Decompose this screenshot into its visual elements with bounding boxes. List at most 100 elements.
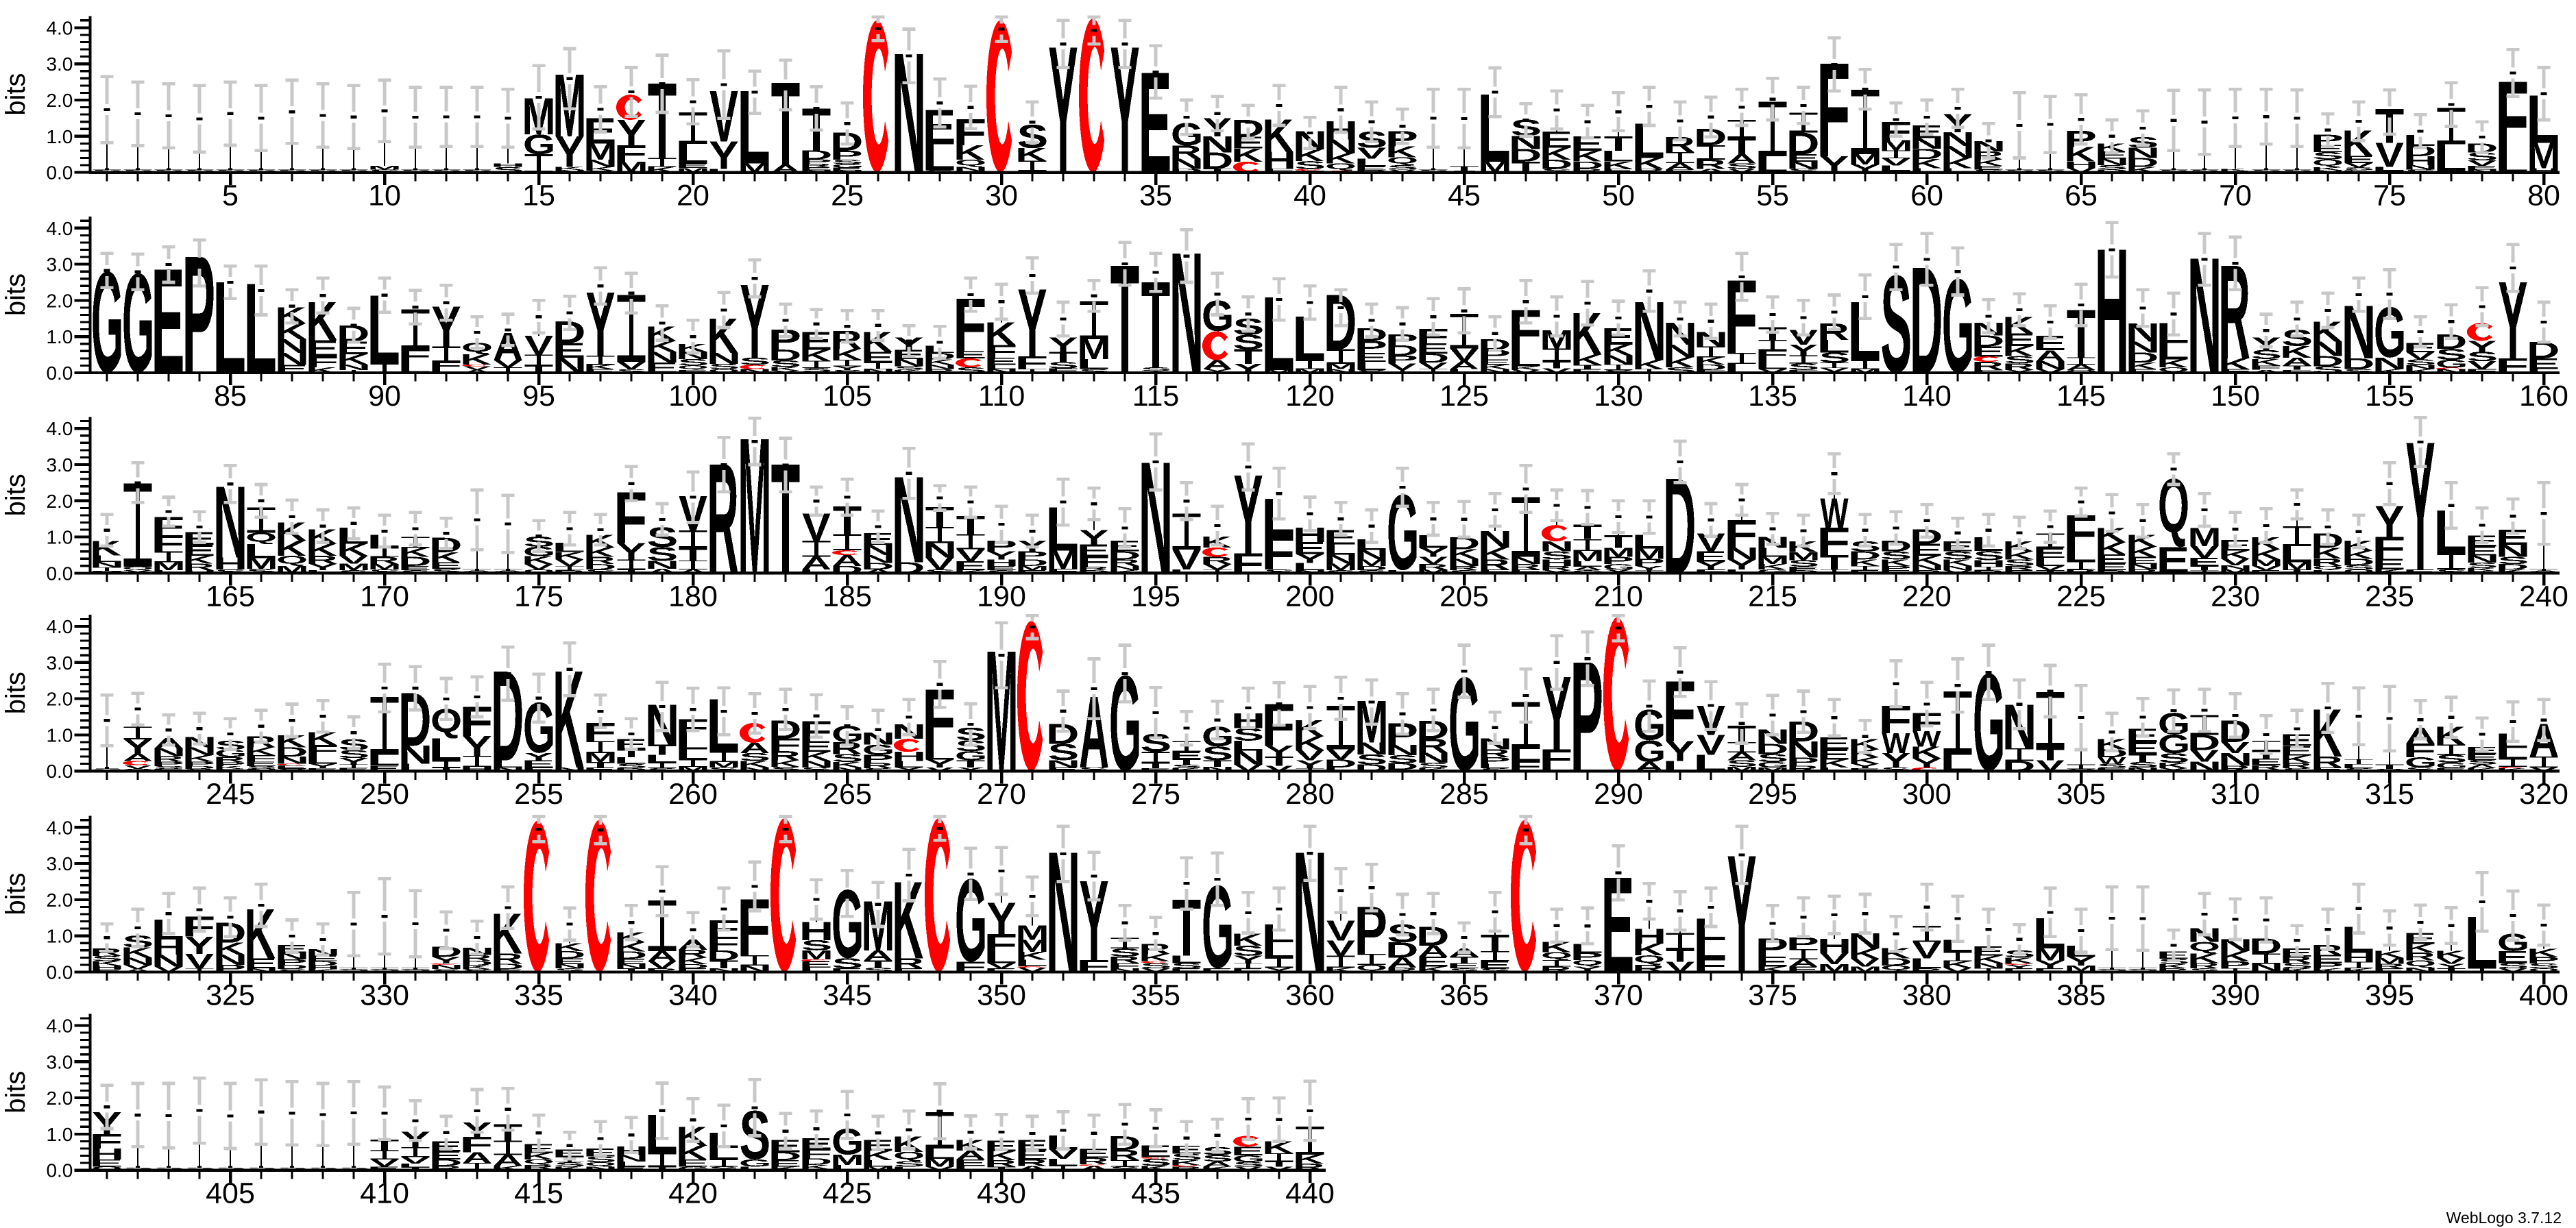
svg-text:265: 265: [823, 778, 872, 811]
svg-text:270: 270: [977, 778, 1026, 811]
svg-text:1.0: 1.0: [46, 724, 73, 746]
svg-text:4.0: 4.0: [46, 616, 73, 637]
svg-text:430: 430: [977, 1177, 1026, 1210]
svg-text:15: 15: [522, 180, 555, 212]
svg-text:310: 310: [2211, 778, 2260, 811]
svg-text:325: 325: [206, 979, 255, 1012]
svg-text:20: 20: [677, 180, 709, 212]
svg-text:440: 440: [1285, 1177, 1335, 1210]
svg-text:355: 355: [1131, 979, 1180, 1012]
svg-text:2.0: 2.0: [46, 491, 73, 512]
svg-text:110: 110: [978, 380, 1025, 413]
svg-text:65: 65: [2065, 180, 2098, 212]
svg-text:4.0: 4.0: [46, 218, 73, 239]
svg-text:WebLogo 3.7.12: WebLogo 3.7.12: [2446, 1209, 2562, 1227]
svg-text:225: 225: [2056, 580, 2106, 613]
svg-text:370: 370: [1594, 979, 1643, 1012]
svg-text:400: 400: [2519, 979, 2568, 1012]
svg-text:420: 420: [668, 1177, 718, 1210]
svg-text:390: 390: [2211, 979, 2260, 1012]
svg-text:3.0: 3.0: [46, 53, 73, 75]
svg-text:25: 25: [831, 180, 864, 212]
svg-text:45: 45: [1448, 180, 1481, 212]
svg-text:405: 405: [206, 1177, 255, 1210]
svg-text:2.0: 2.0: [46, 290, 73, 311]
svg-text:345: 345: [823, 979, 872, 1012]
svg-text:3.0: 3.0: [46, 454, 73, 476]
svg-text:335: 335: [514, 979, 563, 1012]
svg-text:2.0: 2.0: [46, 1088, 73, 1109]
svg-text:100: 100: [668, 380, 718, 413]
svg-text:3.0: 3.0: [46, 652, 73, 674]
svg-text:95: 95: [522, 380, 555, 413]
svg-text:0.0: 0.0: [46, 363, 73, 384]
svg-text:180: 180: [668, 580, 718, 613]
svg-text:5: 5: [222, 180, 239, 212]
svg-text:285: 285: [1439, 778, 1489, 811]
svg-text:1.0: 1.0: [46, 326, 73, 347]
svg-text:235: 235: [2365, 580, 2414, 613]
svg-text:160: 160: [2519, 380, 2568, 413]
svg-text:380: 380: [1902, 979, 1952, 1012]
svg-text:230: 230: [2211, 580, 2260, 613]
svg-text:bits: bits: [1, 273, 31, 316]
svg-text:70: 70: [2219, 180, 2252, 212]
svg-text:2.0: 2.0: [46, 689, 73, 710]
svg-text:80: 80: [2527, 180, 2560, 212]
svg-text:90: 90: [368, 380, 401, 413]
svg-text:150: 150: [2211, 380, 2260, 413]
svg-text:1.0: 1.0: [46, 1124, 73, 1145]
svg-text:245: 245: [206, 778, 255, 811]
svg-text:bits: bits: [1, 73, 31, 115]
svg-text:155: 155: [2365, 380, 2414, 413]
svg-text:365: 365: [1439, 979, 1489, 1012]
svg-text:0.0: 0.0: [46, 1160, 73, 1181]
svg-text:2.0: 2.0: [46, 90, 73, 111]
svg-text:0.0: 0.0: [46, 162, 73, 184]
svg-text:4.0: 4.0: [46, 817, 73, 838]
svg-text:295: 295: [1748, 778, 1797, 811]
svg-text:195: 195: [1131, 580, 1180, 613]
svg-text:260: 260: [668, 778, 718, 811]
svg-text:3.0: 3.0: [46, 1051, 73, 1072]
svg-text:bits: bits: [1, 474, 31, 516]
svg-text:130: 130: [1594, 380, 1643, 413]
svg-text:4.0: 4.0: [46, 1016, 73, 1037]
svg-text:105: 105: [823, 380, 872, 413]
svg-text:85: 85: [214, 380, 247, 413]
svg-text:3.0: 3.0: [46, 254, 73, 275]
svg-text:75: 75: [2373, 180, 2406, 212]
svg-text:115: 115: [1132, 380, 1180, 413]
svg-text:60: 60: [1910, 180, 1943, 212]
svg-text:375: 375: [1748, 979, 1797, 1012]
svg-text:210: 210: [1594, 580, 1643, 613]
svg-text:280: 280: [1285, 778, 1335, 811]
svg-text:1.0: 1.0: [46, 926, 73, 947]
svg-text:435: 435: [1131, 1177, 1180, 1210]
svg-text:10: 10: [368, 180, 401, 212]
svg-text:215: 215: [1748, 580, 1797, 613]
svg-text:300: 300: [1902, 778, 1952, 811]
svg-text:350: 350: [977, 979, 1026, 1012]
svg-text:415: 415: [514, 1177, 563, 1210]
svg-text:0.0: 0.0: [46, 962, 73, 983]
svg-text:1.0: 1.0: [46, 527, 73, 548]
svg-text:360: 360: [1285, 979, 1335, 1012]
svg-text:165: 165: [206, 580, 255, 613]
svg-text:290: 290: [1594, 778, 1643, 811]
svg-text:425: 425: [823, 1177, 872, 1210]
svg-text:340: 340: [668, 979, 718, 1012]
svg-text:140: 140: [1902, 380, 1952, 413]
svg-text:145: 145: [2056, 380, 2106, 413]
svg-text:bits: bits: [1, 872, 31, 915]
svg-text:190: 190: [977, 580, 1026, 613]
svg-text:170: 170: [360, 580, 409, 613]
svg-text:220: 220: [1902, 580, 1952, 613]
svg-text:205: 205: [1439, 580, 1489, 613]
svg-text:250: 250: [360, 778, 409, 811]
svg-text:185: 185: [823, 580, 872, 613]
svg-text:2.0: 2.0: [46, 889, 73, 911]
svg-text:255: 255: [514, 778, 563, 811]
svg-text:315: 315: [2365, 778, 2414, 811]
svg-text:0.0: 0.0: [46, 563, 73, 584]
